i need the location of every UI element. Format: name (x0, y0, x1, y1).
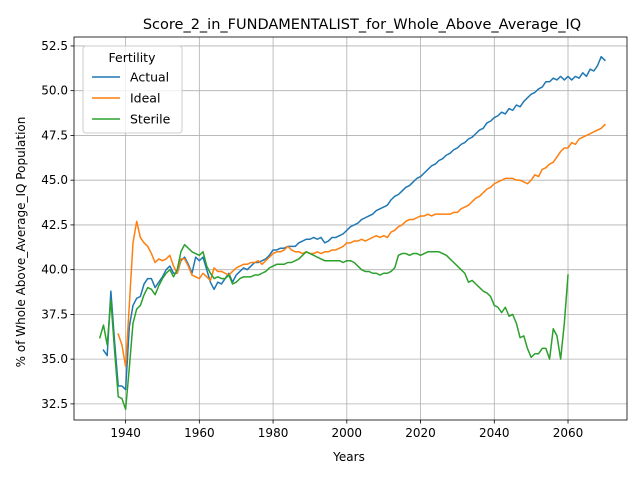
x-tick-label: 2040 (479, 426, 510, 440)
x-tick-label: 1940 (110, 426, 141, 440)
legend-title: Fertility (109, 50, 157, 65)
plot-frame (73, 36, 628, 421)
legend: Fertility Actual Ideal Sterile (82, 45, 183, 134)
legend-label-sterile: Sterile (130, 112, 171, 127)
legend-box (82, 45, 183, 134)
series-line-ideal (117, 123, 606, 368)
x-tick-label: 1980 (258, 426, 289, 440)
y-tick-label: 42.5 (41, 218, 68, 232)
legend-items: Actual Ideal Sterile (92, 70, 171, 127)
x-tick-label: 2060 (553, 426, 584, 440)
x-tick-label: 2020 (405, 426, 436, 440)
y-tick-label: 45.0 (41, 173, 68, 187)
y-tick-label: 37.5 (41, 307, 68, 321)
y-tick-label: 52.5 (41, 39, 68, 53)
y-axis-label: % of Whole Above_Average_IQ Population (14, 117, 28, 368)
y-tick-label: 50.0 (41, 84, 68, 98)
series-line-actual (102, 55, 606, 391)
y-tick-label: 47.5 (41, 128, 68, 142)
y-axis-ticks: 32.5 35.0 37.5 40.0 42.5 45.0 47.5 50.0 52.5 (41, 39, 74, 411)
series-line-sterile (98, 243, 569, 411)
series-lines (98, 55, 606, 411)
chart-title: Score_2_in_FUNDAMENTALIST_for_Whole_Abov… (143, 17, 581, 33)
legend-label-actual: Actual (130, 70, 169, 85)
x-tick-label: 1960 (184, 426, 215, 440)
y-tick-label: 35.0 (41, 352, 68, 366)
y-tick-label: 32.5 (41, 397, 68, 411)
legend-label-ideal: Ideal (130, 91, 160, 106)
x-axis-ticks: 1940 1960 1980 2000 2020 2040 2060 (110, 420, 583, 440)
x-axis-label: Years (332, 450, 365, 464)
y-tick-label: 40.0 (41, 263, 68, 277)
x-tick-label: 2000 (332, 426, 363, 440)
